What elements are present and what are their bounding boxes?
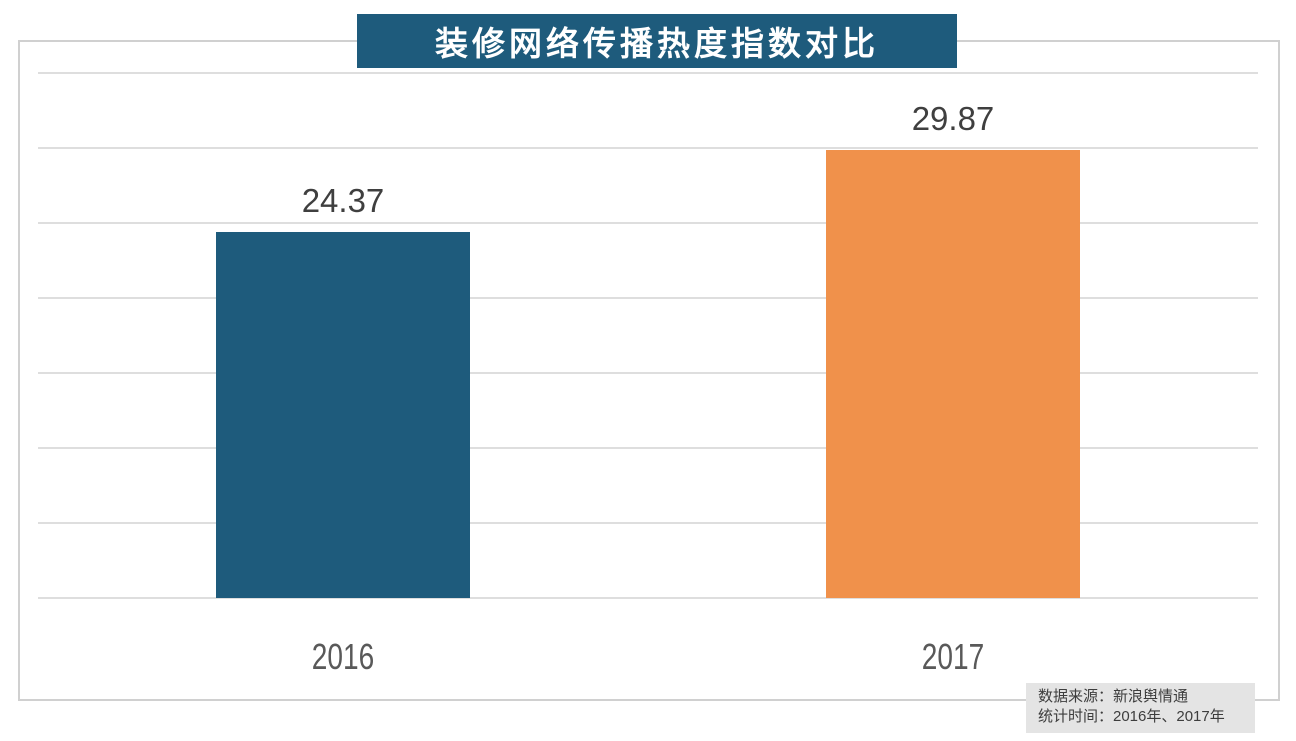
- axis-label-2017: 2017: [921, 636, 985, 677]
- value-label-2017: 29.87: [911, 100, 995, 137]
- gridline: [38, 447, 1258, 449]
- gridline: [38, 147, 1258, 149]
- gridline: [38, 72, 1258, 74]
- chart-title-banner: 装修网络传播热度指数对比: [357, 14, 957, 68]
- gridline: [38, 372, 1258, 374]
- gridline: [38, 597, 1258, 599]
- gridline: [38, 222, 1258, 224]
- axis-label-2016: 2016: [311, 636, 375, 677]
- gridline: [38, 297, 1258, 299]
- bar-2017: [826, 150, 1080, 598]
- value-label-2016: 24.37: [301, 182, 385, 219]
- source-note-box: 数据来源：新浪舆情通 统计时间：2016年、2017年: [1026, 683, 1255, 733]
- gridline: [38, 522, 1258, 524]
- chart-title: 装修网络传播热度指数对比: [435, 25, 879, 62]
- chart-frame: [18, 40, 1280, 701]
- period-note-line: 统计时间：2016年、2017年: [1038, 708, 1225, 725]
- bar-2016: [216, 232, 470, 598]
- source-note-line: 数据来源：新浪舆情通: [1038, 688, 1189, 705]
